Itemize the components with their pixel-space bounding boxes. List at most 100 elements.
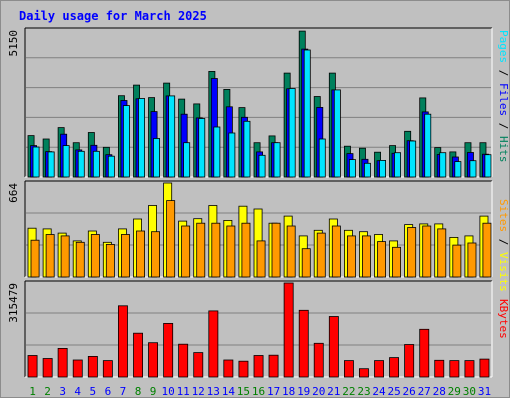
bar-kbytes-day-24 xyxy=(374,360,385,378)
bar-kbytes-day-27 xyxy=(419,328,430,378)
bar-pages-day-28 xyxy=(439,152,447,178)
bar-sites-day-25 xyxy=(392,246,402,278)
bar-kbytes-day-14 xyxy=(223,359,234,378)
bar-kbytes-day-3 xyxy=(57,347,68,378)
bar-pages-day-5 xyxy=(92,150,100,178)
panel-bottom-legend: KBytes xyxy=(497,299,510,339)
x-tick-label-day-21: 21 xyxy=(327,385,340,398)
bar-kbytes-day-30 xyxy=(464,360,475,378)
bar-sites-day-8 xyxy=(136,230,146,278)
bar-sites-day-9 xyxy=(151,231,161,278)
bar-sites-day-29 xyxy=(452,244,462,278)
bar-pages-day-11 xyxy=(183,142,191,178)
bar-pages-day-17 xyxy=(273,142,281,178)
bar-pages-day-15 xyxy=(243,120,251,178)
bar-pages-day-9 xyxy=(153,138,160,178)
x-tick-label-day-2: 2 xyxy=(44,385,51,398)
bar-kbytes-day-31 xyxy=(479,358,490,378)
bar-kbytes-day-6 xyxy=(102,360,113,378)
x-tick-label-day-22: 22 xyxy=(342,385,355,398)
bar-pages-day-22 xyxy=(348,159,356,178)
bar-kbytes-day-23 xyxy=(358,368,369,378)
x-tick-label-day-24: 24 xyxy=(372,385,386,398)
bar-sites-day-22 xyxy=(346,235,356,278)
x-tick-label-day-9: 9 xyxy=(150,385,157,398)
bar-kbytes-day-21 xyxy=(328,316,339,378)
bar-pages-day-12 xyxy=(198,118,206,178)
x-tick-label-day-31: 31 xyxy=(478,385,491,398)
bar-sites-day-31 xyxy=(482,222,492,278)
x-tick-label-day-10: 10 xyxy=(161,385,174,398)
bar-pages-day-14 xyxy=(228,132,236,178)
panel-top-legend: Pages / Files / Hits xyxy=(497,30,510,163)
x-tick-label-day-3: 3 xyxy=(59,385,66,398)
bar-kbytes-day-1 xyxy=(27,355,38,378)
x-tick-label-day-4: 4 xyxy=(74,385,81,398)
bar-kbytes-day-12 xyxy=(193,352,204,378)
bar-pages-day-1 xyxy=(32,146,40,178)
bar-sites-day-10 xyxy=(166,200,176,278)
bar-kbytes-day-16 xyxy=(253,355,264,378)
panel-middle-max-label: 664 xyxy=(7,183,20,203)
bar-sites-day-27 xyxy=(422,225,432,278)
bar-kbytes-day-17 xyxy=(268,354,279,378)
x-tick-label-day-7: 7 xyxy=(120,385,127,398)
bar-pages-day-19 xyxy=(303,49,311,178)
bar-pages-day-20 xyxy=(318,138,326,178)
bar-pages-day-26 xyxy=(409,140,417,178)
x-tick-label-day-5: 5 xyxy=(89,385,96,398)
x-tick-label-day-1: 1 xyxy=(29,385,36,398)
bar-pages-day-8 xyxy=(138,98,145,178)
bar-kbytes-day-8 xyxy=(133,332,144,378)
bar-kbytes-day-29 xyxy=(449,360,460,378)
bar-kbytes-day-19 xyxy=(298,309,309,378)
legend-separator: / xyxy=(497,63,510,83)
bar-kbytes-day-13 xyxy=(208,310,219,378)
bar-sites-day-2 xyxy=(45,234,55,278)
bar-kbytes-day-5 xyxy=(87,355,98,378)
bar-kbytes-day-9 xyxy=(148,342,159,378)
x-tick-label-day-19: 19 xyxy=(297,385,310,398)
bar-kbytes-day-2 xyxy=(42,358,53,378)
panel-middle-legend: Sites / Visits xyxy=(497,199,510,292)
bar-sites-day-15 xyxy=(241,222,251,278)
legend-hits: Hits xyxy=(497,136,510,163)
x-tick-label-day-29: 29 xyxy=(448,385,461,398)
bar-sites-day-30 xyxy=(467,242,477,278)
bar-sites-day-6 xyxy=(105,243,115,278)
bar-kbytes-day-15 xyxy=(238,360,249,378)
legend-separator: / xyxy=(497,116,510,136)
bar-pages-day-31 xyxy=(484,154,492,178)
bar-pages-day-4 xyxy=(77,150,85,178)
bar-pages-day-2 xyxy=(47,151,55,178)
bar-kbytes-day-25 xyxy=(389,357,400,378)
x-tick-label-day-8: 8 xyxy=(135,385,142,398)
bar-pages-day-10 xyxy=(168,95,176,178)
x-tick-label-day-27: 27 xyxy=(418,385,431,398)
x-tick-label-day-15: 15 xyxy=(237,385,250,398)
bar-pages-day-27 xyxy=(424,113,432,178)
legend-visits: Visits xyxy=(497,252,510,292)
bar-pages-day-6 xyxy=(107,155,115,178)
bar-kbytes-day-7 xyxy=(118,305,128,378)
x-tick-label-day-18: 18 xyxy=(282,385,295,398)
x-tick-label-day-23: 23 xyxy=(357,385,370,398)
bar-kbytes-day-22 xyxy=(343,360,354,378)
bar-sites-day-4 xyxy=(75,241,85,278)
bar-sites-day-1 xyxy=(30,239,40,278)
bar-sites-day-3 xyxy=(60,235,70,278)
bar-sites-day-5 xyxy=(90,234,100,278)
x-tick-label-day-16: 16 xyxy=(252,385,265,398)
x-tick-label-day-12: 12 xyxy=(192,385,205,398)
x-tick-label-day-20: 20 xyxy=(312,385,325,398)
bar-sites-day-24 xyxy=(377,241,387,278)
legend-sites: Sites xyxy=(497,199,510,232)
x-tick-label-day-28: 28 xyxy=(433,385,446,398)
bar-kbytes-day-28 xyxy=(434,359,445,378)
bar-kbytes-day-10 xyxy=(163,322,174,378)
bar-pages-day-13 xyxy=(213,126,221,178)
bar-sites-day-17 xyxy=(271,222,281,278)
bar-sites-day-20 xyxy=(316,232,326,278)
